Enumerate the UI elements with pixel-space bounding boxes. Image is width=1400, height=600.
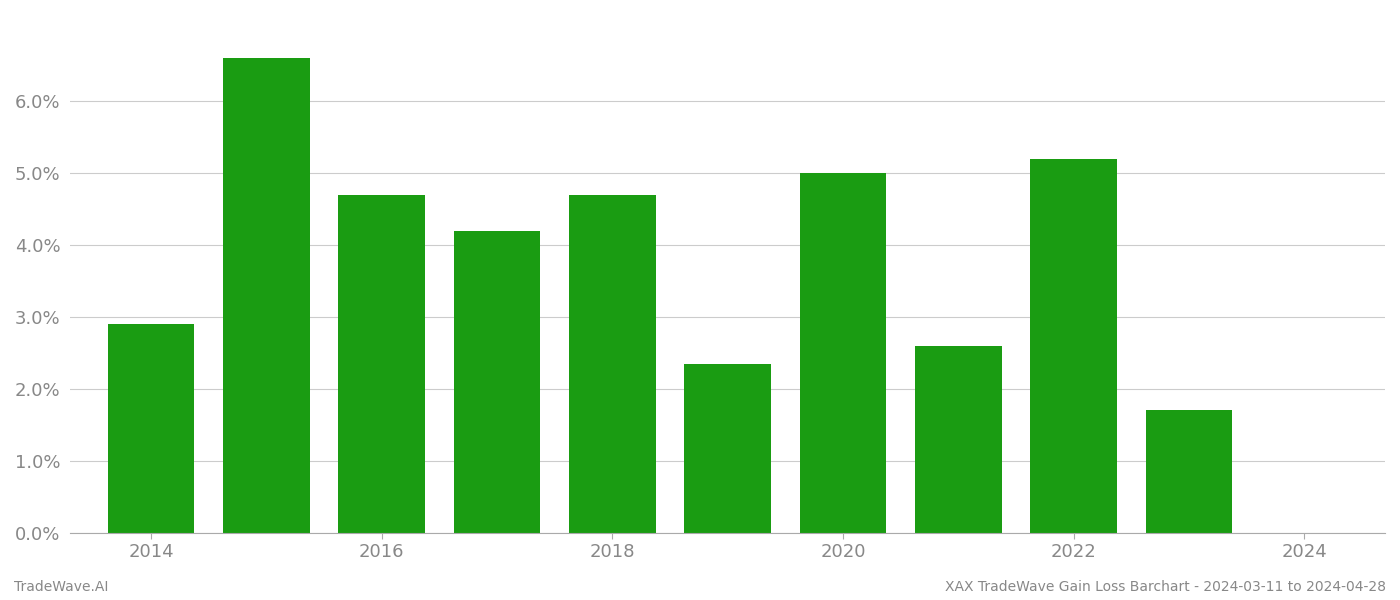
Bar	[454, 230, 540, 533]
Bar	[799, 173, 886, 533]
Bar	[108, 324, 195, 533]
Bar	[1145, 410, 1232, 533]
Bar	[570, 195, 655, 533]
Bar	[223, 58, 309, 533]
Bar	[1030, 159, 1117, 533]
Bar	[916, 346, 1001, 533]
Bar	[685, 364, 771, 533]
Text: XAX TradeWave Gain Loss Barchart - 2024-03-11 to 2024-04-28: XAX TradeWave Gain Loss Barchart - 2024-…	[945, 580, 1386, 594]
Bar	[339, 195, 426, 533]
Text: TradeWave.AI: TradeWave.AI	[14, 580, 108, 594]
